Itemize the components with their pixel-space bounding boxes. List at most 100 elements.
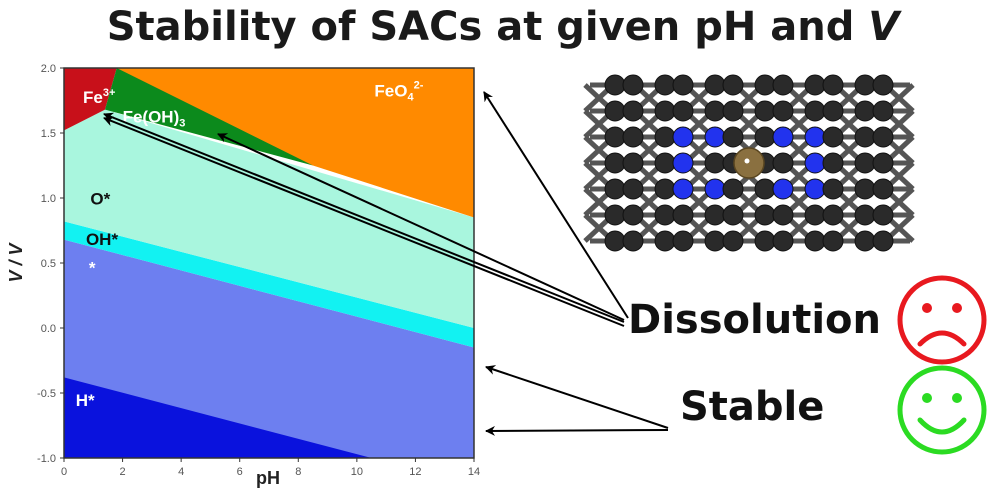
carbon-atom (654, 178, 676, 200)
arrow-to-fe3-a (103, 112, 625, 323)
carbon-atom (754, 74, 776, 96)
carbon-atom (854, 204, 876, 226)
face-mouth (917, 330, 967, 347)
region-fe-oh-3 (105, 68, 313, 166)
carbon-atom (654, 100, 676, 122)
carbon-atom (872, 178, 894, 200)
region-label-star: * (89, 258, 96, 277)
carbon-atom (722, 230, 744, 252)
iron-atom (733, 147, 765, 179)
region-label-fe3: Fe3+ (83, 87, 115, 107)
y-tick-label: 1.0 (41, 193, 56, 205)
carbon-atom (772, 204, 794, 226)
carbon-atom (704, 152, 726, 174)
nitrogen-atom (704, 178, 726, 200)
carbon-atom (872, 100, 894, 122)
dissolution-label: Dissolution (628, 297, 881, 343)
happy-face-icon (897, 365, 987, 455)
nitrogen-atom (804, 152, 826, 174)
carbon-atom (772, 100, 794, 122)
carbon-atom (854, 152, 876, 174)
region-label-feoh3: Fe(OH)3 (123, 108, 186, 130)
carbon-atom (772, 74, 794, 96)
carbon-atom (754, 126, 776, 148)
carbon-atom (622, 230, 644, 252)
carbon-atom (704, 204, 726, 226)
carbon-atom (722, 100, 744, 122)
region-label-o-star: O* (90, 190, 110, 209)
stable-label: Stable (680, 384, 824, 430)
carbon-atom (654, 74, 676, 96)
x-tick-label: 6 (237, 466, 243, 478)
carbon-atom (722, 126, 744, 148)
carbon-atom (654, 204, 676, 226)
carbon-atom (722, 178, 744, 200)
region-h- (64, 377, 372, 458)
pourbaix-plot: 0 2 4 6 8 10 12 14 -1.0 -0.5 0.0 0.5 1.0 1.5 2.0 pH V / … (6, 63, 480, 488)
carbon-atom (822, 178, 844, 200)
carbon-atom (754, 230, 776, 252)
iron-highlight (744, 158, 750, 164)
carbon-atom (672, 100, 694, 122)
carbon-atom (872, 230, 894, 252)
region-label-oh-star: OH* (86, 230, 119, 249)
carbon-atom (722, 204, 744, 226)
carbon-atom (854, 100, 876, 122)
carbon-atom (822, 204, 844, 226)
arrow-to-feo4 (483, 91, 629, 319)
carbon-atom (854, 126, 876, 148)
face-eye (952, 303, 962, 313)
carbon-atom (672, 204, 694, 226)
sad-face-icon (897, 275, 987, 365)
carbon-atom (604, 100, 626, 122)
carbon-atom (872, 74, 894, 96)
y-tick-label: -1.0 (37, 453, 56, 465)
carbon-atom (604, 230, 626, 252)
arrow-to-fe3-b (103, 116, 625, 327)
carbon-atom (754, 204, 776, 226)
x-tick-label: 0 (61, 466, 67, 478)
arrow-to-feoh3 (217, 133, 625, 321)
carbon-atom (822, 74, 844, 96)
region-feo4-2- (116, 68, 474, 218)
arrow-to-star (485, 365, 669, 429)
nitrogen-atom (772, 126, 794, 148)
nitrogen-atom (804, 178, 826, 200)
carbon-atom (604, 152, 626, 174)
y-axis-label: V / V (6, 241, 26, 282)
arrow-to-hstar (485, 425, 669, 436)
face-eye (922, 393, 932, 403)
carbon-atom (604, 126, 626, 148)
carbon-atom (754, 178, 776, 200)
face-outline (897, 275, 987, 365)
carbon-atom (772, 230, 794, 252)
carbon-atom (622, 126, 644, 148)
annotation-arrows (103, 91, 669, 436)
region-oh- (64, 221, 474, 348)
carbon-atom (622, 152, 644, 174)
carbon-atom (672, 230, 694, 252)
carbon-atom (804, 74, 826, 96)
carbon-atom (822, 100, 844, 122)
carbon-atom (854, 230, 876, 252)
carbon-atom (622, 100, 644, 122)
y-tick-label: 1.5 (41, 128, 56, 140)
carbon-atom (622, 74, 644, 96)
x-tick-label: 12 (409, 466, 421, 478)
nitrogen-atom (672, 152, 694, 174)
carbon-atom (622, 204, 644, 226)
carbon-atom (754, 100, 776, 122)
region-fe3- (64, 68, 117, 131)
carbon-atom (872, 126, 894, 148)
region-label-h-star: H* (76, 391, 95, 410)
x-tick-label: 10 (351, 466, 363, 478)
carbon-atom (604, 204, 626, 226)
carbon-atom (722, 74, 744, 96)
figure-title: Stability of SACs at given pH and V (106, 4, 900, 50)
carbon-atom (854, 178, 876, 200)
carbon-atom (654, 152, 676, 174)
nitrogen-atom (772, 178, 794, 200)
nitrogen-atom (704, 126, 726, 148)
carbon-atom (854, 74, 876, 96)
carbon-atom (604, 74, 626, 96)
